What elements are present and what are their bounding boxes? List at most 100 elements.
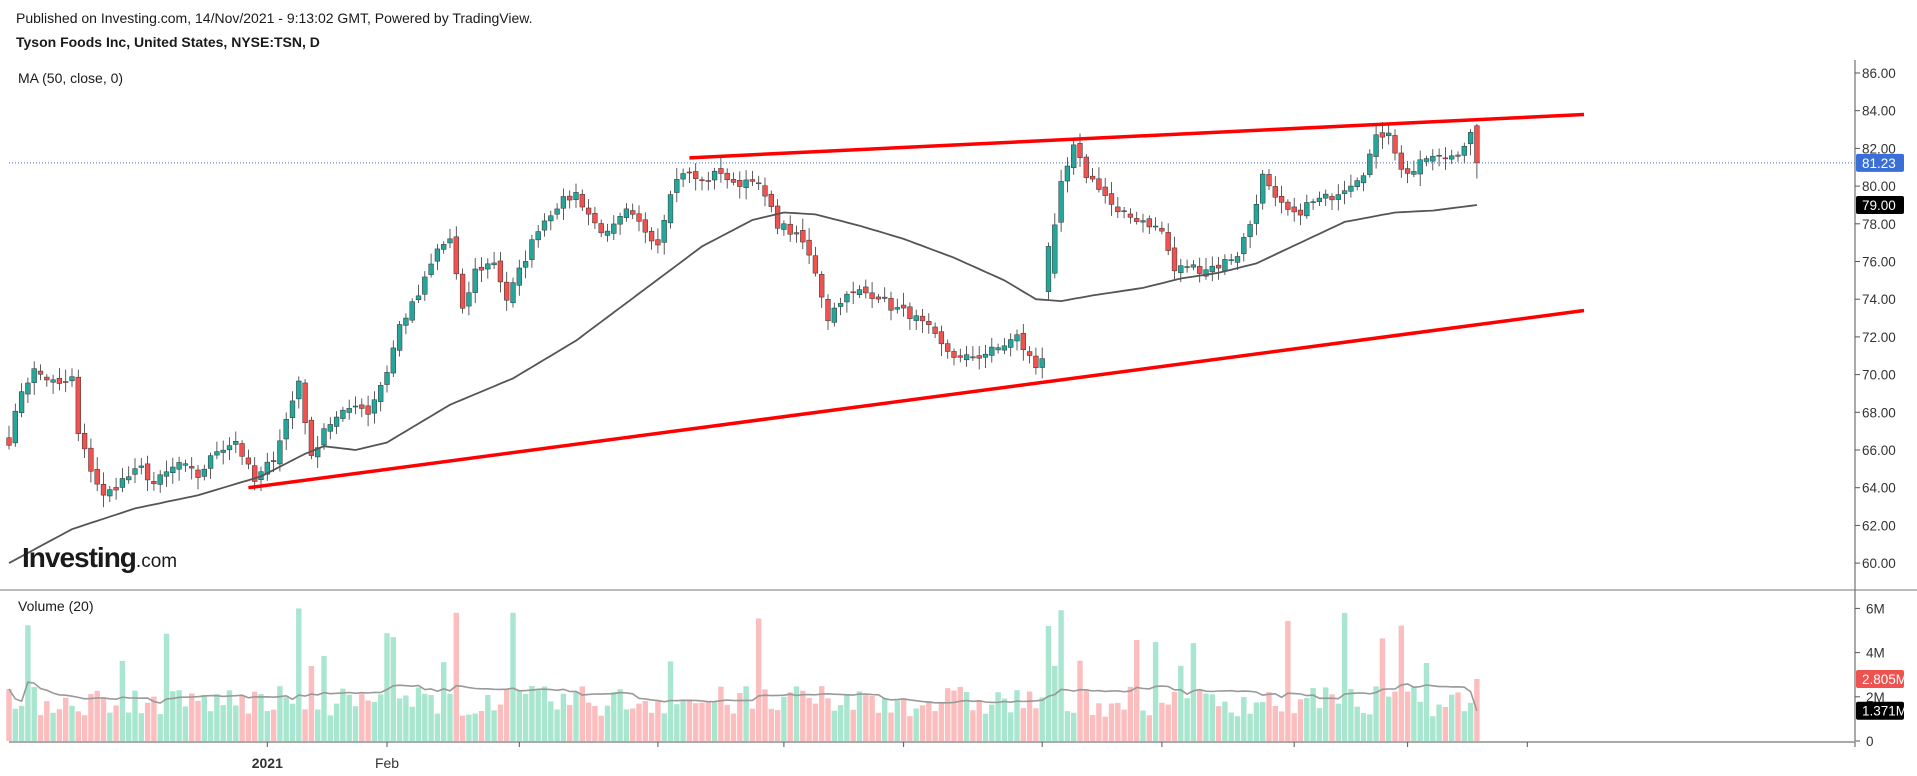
candle [126, 466, 132, 484]
candle [31, 361, 37, 395]
candle [623, 203, 630, 222]
candle-body [623, 208, 630, 218]
candle-body [1039, 358, 1045, 368]
volume-bar [882, 698, 888, 741]
candle [1234, 252, 1241, 270]
volume-bar [718, 686, 724, 741]
volume-bar [220, 705, 226, 741]
volume-ma-path [8, 681, 1478, 711]
candle-body [1222, 259, 1228, 271]
candle-body [1178, 265, 1184, 274]
volume-bar [1367, 714, 1373, 741]
candle-body [774, 205, 781, 229]
candle [642, 212, 648, 244]
candle [1348, 174, 1354, 198]
volume-bar [1449, 694, 1455, 741]
candle-body [441, 244, 447, 250]
volume-bar [592, 705, 598, 741]
candle-body [107, 489, 113, 497]
candle-body [1203, 269, 1209, 277]
candle-body [302, 382, 308, 423]
candle [604, 223, 611, 242]
candle-body [995, 347, 1001, 351]
volume-indicator-label[interactable]: Volume (20) [18, 598, 94, 614]
candle [1008, 333, 1014, 357]
candle [100, 472, 107, 508]
investing-logo: Investing.com [22, 542, 178, 573]
volume-bar [100, 697, 107, 741]
candle [1297, 203, 1304, 226]
volume-bar [239, 694, 245, 741]
last-price-badge-text: 81.23 [1862, 156, 1896, 171]
candle-body [1121, 210, 1127, 212]
ma-indicator-label[interactable]: MA (50, close, 0) [18, 70, 124, 86]
candle [655, 228, 661, 254]
volume-bar [1152, 642, 1159, 741]
volume-bar [1058, 610, 1064, 741]
candle [1228, 253, 1234, 265]
candle-body [1373, 134, 1379, 157]
candle [289, 391, 296, 430]
volume-bar [686, 699, 693, 741]
candle [730, 172, 737, 186]
ma-value-badge: 79.00 [1856, 195, 1904, 214]
volume-bar [1310, 688, 1316, 741]
volume-bar [37, 715, 44, 741]
price-tick-label: 76.00 [1862, 255, 1896, 270]
candle-body [176, 462, 182, 470]
candle [705, 171, 711, 191]
candle [982, 344, 989, 369]
volume-bar [850, 709, 856, 741]
volume-bar [321, 655, 327, 741]
candle [762, 177, 768, 207]
volume-bar [56, 709, 63, 741]
ma-path [8, 204, 1478, 564]
candle [1379, 122, 1386, 149]
price-tick-label: 74.00 [1862, 292, 1896, 307]
candle [1058, 169, 1064, 232]
candle [926, 313, 932, 334]
volume-bar [724, 704, 730, 741]
volume-bar [302, 709, 308, 741]
candle [151, 471, 157, 491]
candle-body [340, 409, 346, 419]
candle-body [630, 210, 636, 215]
candle [189, 457, 195, 480]
volume-bar [661, 713, 667, 741]
candle-body [371, 399, 378, 414]
volume-bar [617, 689, 623, 741]
volume-bar [806, 697, 812, 741]
volume-bar [459, 715, 466, 741]
volume-bar [50, 712, 56, 741]
volume-bar [516, 690, 522, 741]
volume-bar [1247, 713, 1253, 741]
candle [1417, 150, 1423, 187]
candle [352, 396, 359, 415]
candle [1127, 208, 1134, 224]
candle-body [233, 440, 239, 445]
trendline-lower [248, 308, 1585, 490]
candle-body [1404, 168, 1411, 174]
volume-bar [1417, 701, 1423, 741]
volume-bar [793, 686, 800, 741]
candle-body [1140, 220, 1146, 223]
candle [75, 369, 81, 442]
volume-bar [1134, 639, 1140, 741]
volume-bar [214, 694, 220, 741]
candle-body [1285, 201, 1291, 210]
volume-bar [1215, 706, 1222, 741]
volume-bar [1026, 691, 1033, 741]
volume-bar [598, 715, 604, 741]
candle [800, 218, 806, 250]
candle [409, 298, 415, 324]
volume-bar [1184, 698, 1190, 741]
candle [869, 282, 875, 309]
volume-bar [585, 702, 592, 741]
candle [365, 395, 371, 427]
candle-body [1052, 224, 1058, 274]
volume-bar [189, 693, 195, 741]
volume-bar [567, 705, 573, 741]
volume-bar [466, 714, 472, 741]
volume-bar [768, 708, 774, 741]
